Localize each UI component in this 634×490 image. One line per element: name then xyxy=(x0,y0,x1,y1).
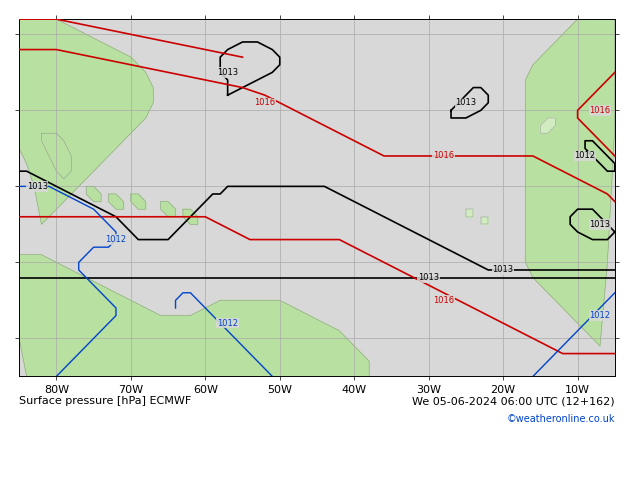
Text: We 05-06-2024 06:00 UTC (12+162): We 05-06-2024 06:00 UTC (12+162) xyxy=(412,396,615,406)
Text: 1013: 1013 xyxy=(27,182,48,191)
Text: 1012: 1012 xyxy=(590,311,611,320)
Text: 1013: 1013 xyxy=(590,220,611,229)
Text: 1012: 1012 xyxy=(217,318,238,328)
Text: 1013: 1013 xyxy=(418,273,439,282)
Text: 1012: 1012 xyxy=(574,151,595,160)
Text: 1016: 1016 xyxy=(433,151,454,160)
Polygon shape xyxy=(481,217,488,224)
Polygon shape xyxy=(108,194,124,209)
Polygon shape xyxy=(183,209,198,224)
Polygon shape xyxy=(19,255,369,376)
Text: 1013: 1013 xyxy=(455,98,477,107)
Polygon shape xyxy=(466,209,474,217)
Text: 1012: 1012 xyxy=(105,235,126,244)
Polygon shape xyxy=(540,118,555,133)
Polygon shape xyxy=(160,201,176,217)
Polygon shape xyxy=(19,19,153,224)
Text: 1016: 1016 xyxy=(254,98,275,107)
Text: 1013: 1013 xyxy=(217,68,238,77)
Text: Surface pressure [hPa] ECMWF: Surface pressure [hPa] ECMWF xyxy=(19,396,191,406)
Polygon shape xyxy=(131,194,146,209)
Text: ©weatheronline.co.uk: ©weatheronline.co.uk xyxy=(507,414,615,424)
Text: 1013: 1013 xyxy=(493,266,514,274)
Text: 1016: 1016 xyxy=(433,296,454,305)
Polygon shape xyxy=(526,19,615,346)
Polygon shape xyxy=(86,186,101,201)
Text: 1016: 1016 xyxy=(590,106,611,115)
Polygon shape xyxy=(41,133,71,179)
